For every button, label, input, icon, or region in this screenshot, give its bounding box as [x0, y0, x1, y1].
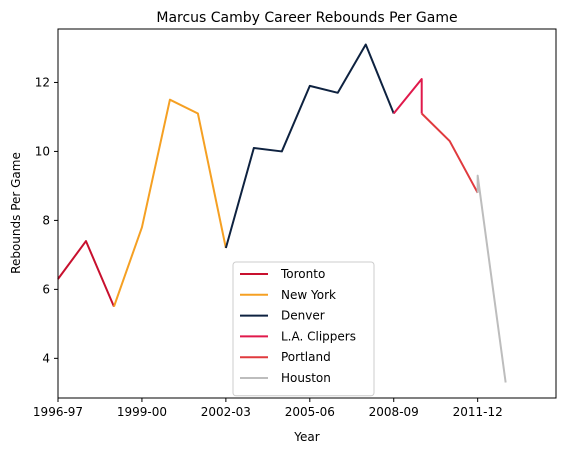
- x-tick-label: 2005-06: [285, 405, 335, 419]
- plot-frame: [57, 28, 557, 399]
- legend-label: Toronto: [280, 267, 325, 281]
- series-line-4: [421, 112, 479, 194]
- y-axis-label: Rebounds Per Game: [9, 152, 23, 274]
- y-tick-label: 6: [42, 282, 50, 296]
- y-axis-ticks: 4 6 8 10 12: [35, 75, 58, 365]
- x-tick-label: 2008-09: [369, 405, 419, 419]
- legend-box: [232, 261, 375, 397]
- y-tick-label: 12: [35, 75, 50, 89]
- y-tick-label: 10: [35, 144, 50, 158]
- series-line-0: [57, 240, 115, 308]
- series-line-1: [113, 98, 227, 307]
- y-tick-label: 4: [42, 351, 50, 365]
- y-tick-label: 8: [42, 213, 50, 227]
- series-line-5: [476, 174, 507, 383]
- x-axis-ticks: 1996-97 1999-00 2002-03 2005-06 2008-09 2011-…: [33, 398, 503, 419]
- legend: Toronto New York Denver L.A. Clippers Portla…: [232, 261, 375, 397]
- x-tick-label: 2002-03: [201, 405, 251, 419]
- legend-label: Houston: [281, 371, 331, 385]
- series-line-3: [392, 78, 423, 115]
- legend-label: Portland: [281, 350, 331, 364]
- legend-label: New York: [281, 288, 336, 302]
- plot-lines: [57, 43, 507, 383]
- x-tick-label: 1999-00: [117, 405, 167, 419]
- x-tick-label: 2011-12: [453, 405, 503, 419]
- legend-label: Denver: [281, 309, 325, 323]
- series-line-2: [224, 43, 395, 249]
- legend-label: L.A. Clippers: [281, 329, 356, 343]
- x-axis-label: Year: [293, 430, 319, 444]
- chart-title: Marcus Camby Career Rebounds Per Game: [156, 10, 457, 26]
- x-tick-label: 1996-97: [33, 405, 83, 419]
